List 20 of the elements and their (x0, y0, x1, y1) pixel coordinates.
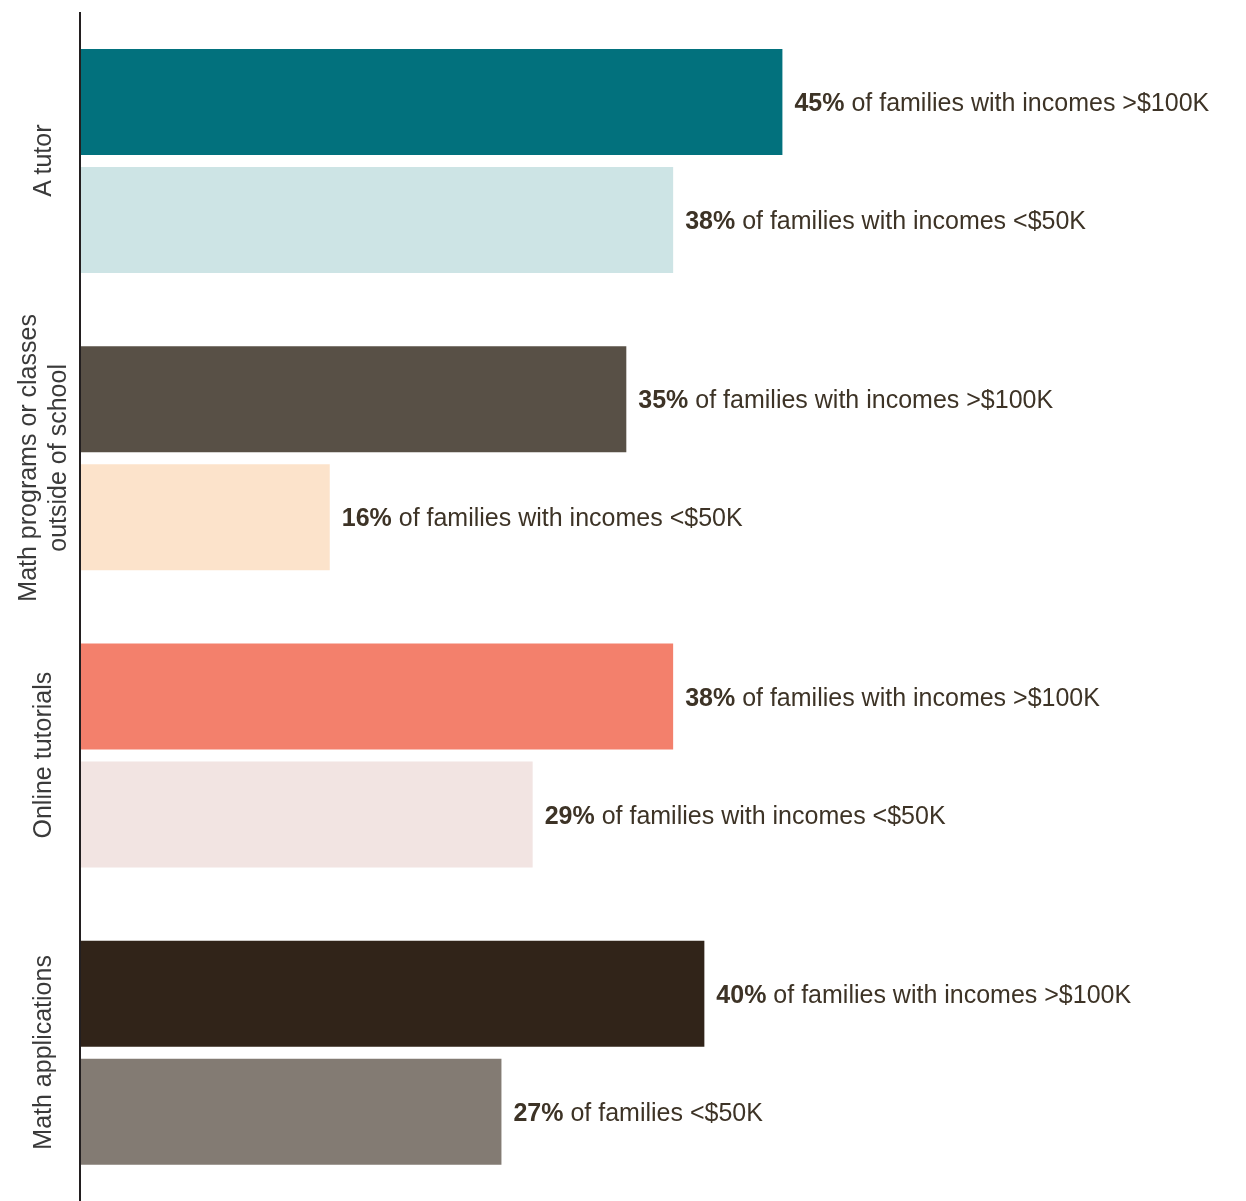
bar (80, 643, 674, 750)
y-tick-label: Math programs or classes outside of school (13, 314, 71, 602)
bar (80, 464, 330, 571)
data-label: 38% of families with incomes >$100K (685, 682, 1101, 711)
bar (80, 167, 674, 273)
data-label: 29% of families with incomes <$50K (544, 800, 946, 829)
data-label: 38% of families with incomes <$50K (685, 206, 1087, 234)
data-label: 40% of families with incomes >$100K (716, 979, 1132, 1008)
data-label: 35% of families with incomes >$100K (638, 385, 1054, 414)
data-label: 45% of families with incomes >$100K (794, 88, 1210, 116)
bar (80, 1058, 502, 1165)
y-tick-label: A tutor (28, 124, 56, 197)
bar (80, 761, 533, 868)
y-tick-label: Math applications (28, 955, 56, 1150)
data-label: 27% of families <$50K (513, 1097, 764, 1126)
bar (80, 346, 627, 453)
data-label: 16% of families with incomes <$50K (341, 503, 743, 532)
bar (80, 49, 783, 155)
y-tick-label: Online tutorials (28, 671, 56, 839)
bar (80, 940, 705, 1047)
